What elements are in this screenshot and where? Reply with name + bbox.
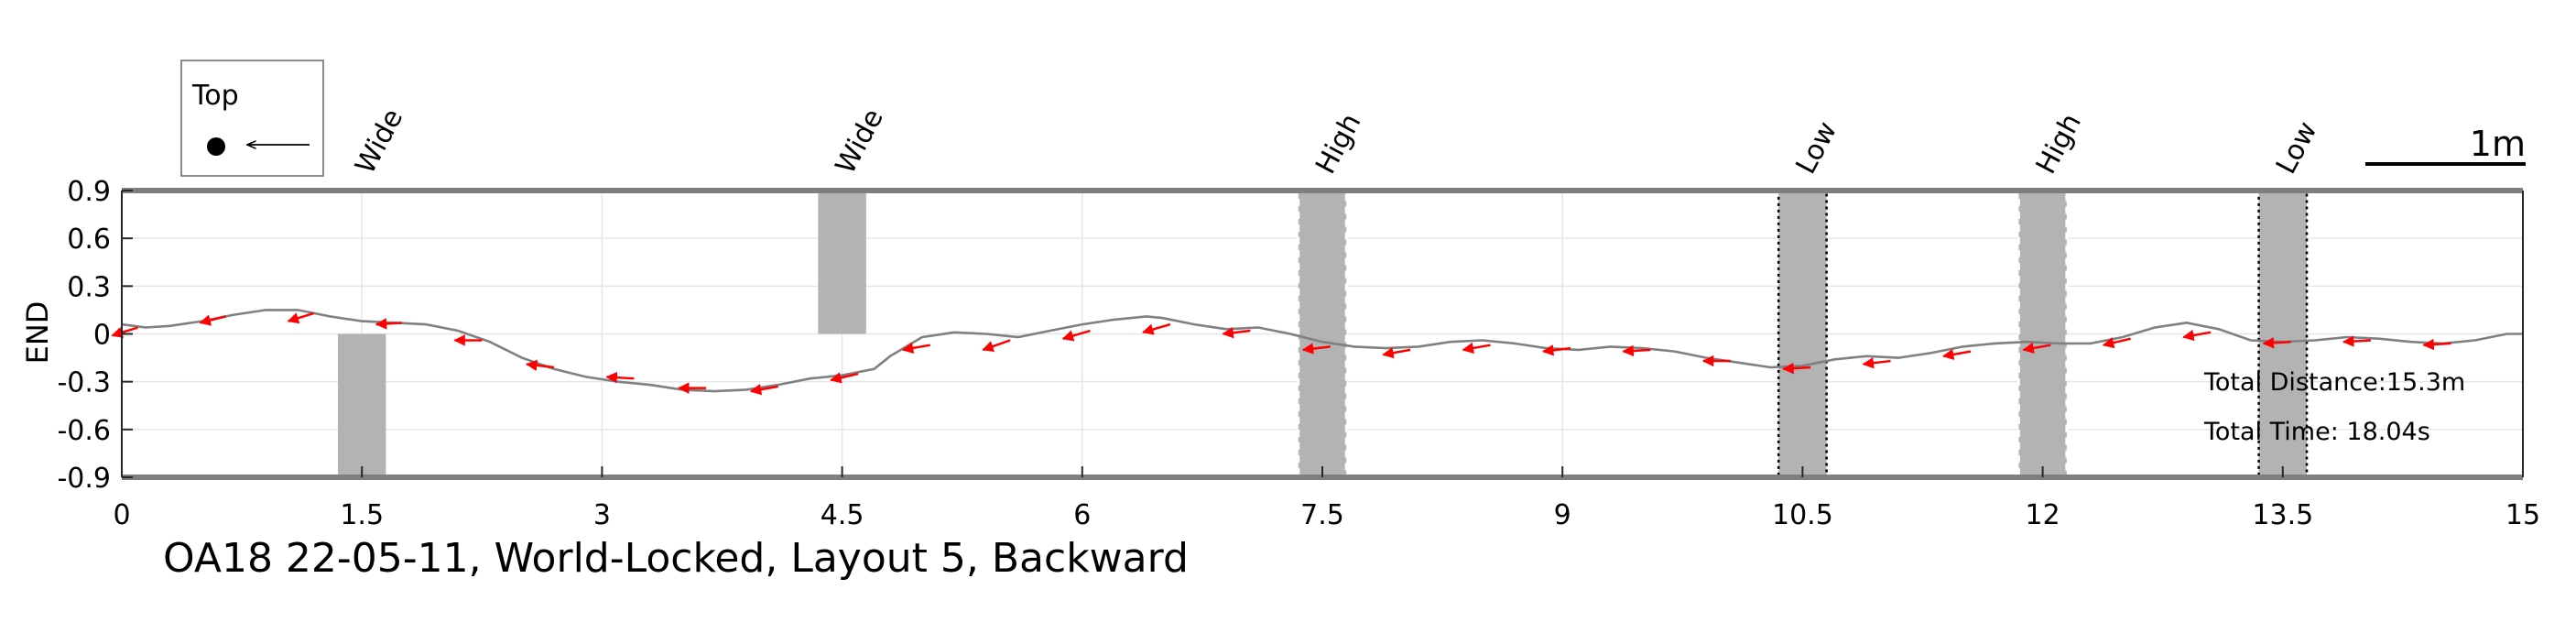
legend-label: Top — [191, 80, 239, 112]
x-tick-label: 12 — [2026, 499, 2060, 531]
obstacle-label-1: Wide — [830, 104, 890, 180]
x-tick-label: 0 — [113, 499, 130, 531]
legend-dot-marker — [207, 137, 225, 156]
obstacle-high-2 — [1297, 189, 1348, 479]
obstacle-label-5: Low — [2270, 116, 2324, 180]
trajectory-line — [121, 309, 2523, 393]
total-distance-text: Total Distance:15.3m — [2203, 368, 2465, 397]
x-tick-label: 15 — [2505, 499, 2540, 531]
heading-arrow — [1941, 348, 1972, 361]
heading-arrow — [982, 339, 1011, 353]
y-axis-label: END — [20, 301, 55, 365]
heading-arrow — [2262, 337, 2291, 349]
obstacle-wide-0 — [337, 333, 386, 477]
scale-bar-label: 1m — [2470, 124, 2526, 164]
chart-title: OA18 22-05-11, World-Locked, Layout 5, B… — [163, 535, 1189, 582]
heading-arrow — [1462, 342, 1491, 355]
x-tick-label: 13.5 — [2252, 499, 2313, 531]
obstacle-label-0: Wide — [349, 104, 409, 180]
heading-arrow — [111, 326, 138, 338]
heading-arrow — [199, 314, 226, 326]
obstacle-wide-1 — [818, 191, 866, 334]
heading-arrow — [1622, 344, 1651, 357]
heading-arrow — [1061, 329, 1091, 342]
total-time-text: Total Time: 18.04s — [2203, 418, 2430, 446]
axes-layer — [121, 188, 2524, 480]
heading-arrow — [1782, 362, 1811, 375]
y-tick-label: -0.9 — [57, 463, 111, 495]
heading-arrow — [2422, 338, 2451, 351]
obstacle-label-4: High — [2030, 108, 2088, 179]
heading-arrow — [830, 372, 859, 384]
heading-arrow — [2102, 337, 2132, 349]
x-tick-label: 10.5 — [1772, 499, 1833, 531]
heading-arrow — [1862, 357, 1891, 369]
y-tick-label: 0.9 — [67, 176, 111, 208]
x-tick-label: 9 — [1554, 499, 1571, 531]
heading-arrow — [1222, 326, 1251, 339]
heading-arrow — [901, 342, 930, 355]
obstacle-low-3 — [1777, 189, 1828, 479]
heading-arrow — [2182, 329, 2212, 342]
heading-arrows — [111, 311, 2451, 396]
heading-arrow — [287, 311, 315, 324]
heading-arrow — [1541, 344, 1571, 356]
heading-arrow — [1301, 343, 1331, 355]
line-layer — [121, 309, 2523, 393]
y-tick-label: 0 — [93, 320, 111, 352]
x-tick-label: 4.5 — [821, 499, 864, 531]
obstacle-label-3: Low — [1790, 116, 1844, 180]
heading-arrow — [749, 383, 778, 396]
heading-arrow — [526, 359, 555, 372]
scale-bar: 1m — [2365, 124, 2526, 166]
heading-arrow — [2342, 335, 2372, 347]
obstacle-labels: Wide Wide High Low High Low — [349, 104, 2323, 180]
obstacle-layer — [337, 189, 2309, 479]
legend: Top — [180, 60, 324, 177]
y-tick-label: 0.6 — [67, 224, 111, 256]
obstacle-low-5 — [2257, 189, 2309, 479]
heading-arrow — [1382, 347, 1411, 359]
x-tick-label: 1.5 — [340, 499, 384, 531]
y-tick-label: -0.6 — [57, 415, 111, 447]
y-tick-label: 0.3 — [67, 271, 111, 303]
x-tick-label: 3 — [593, 499, 611, 531]
tick-labels: 0 1.5 3 4.5 6 7.5 9 10.5 12 13.5 15 0.9 0.6 0.3 0 -0.3 -… — [57, 176, 2540, 531]
heading-arrow — [2022, 342, 2051, 355]
x-tick-label: 6 — [1073, 499, 1091, 531]
obstacle-high-4 — [2016, 189, 2069, 479]
heading-arrow — [375, 318, 402, 330]
x-tick-label: 7.5 — [1300, 499, 1344, 531]
legend-box — [180, 60, 324, 177]
heading-arrow — [605, 371, 635, 384]
heading-arrow — [1142, 322, 1171, 335]
obstacle-label-2: High — [1310, 108, 1367, 179]
y-tick-label: -0.3 — [57, 367, 111, 399]
